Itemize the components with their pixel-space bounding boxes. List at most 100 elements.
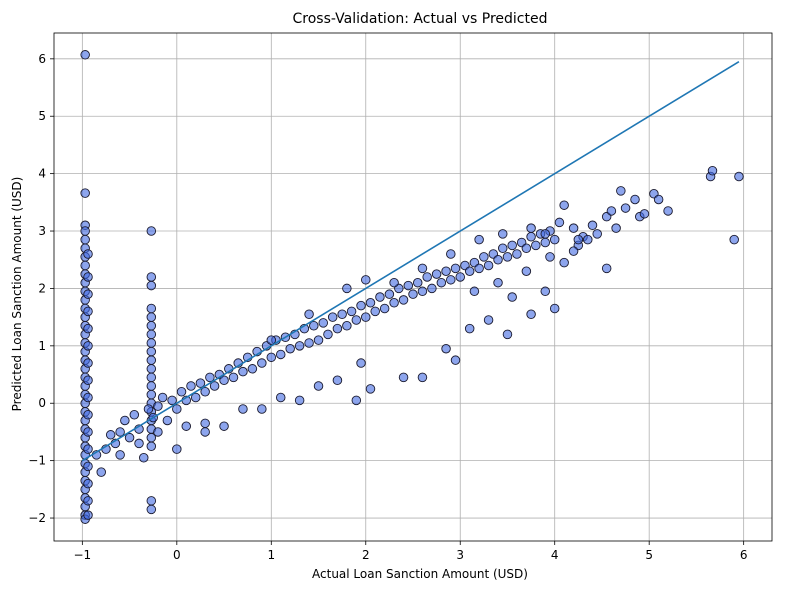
data-point bbox=[83, 461, 93, 472]
data-point bbox=[502, 252, 513, 262]
data-point bbox=[450, 263, 461, 274]
scatter-points bbox=[80, 50, 744, 524]
data-point bbox=[146, 338, 157, 348]
data-point bbox=[526, 309, 536, 320]
data-point bbox=[446, 275, 456, 285]
data-point bbox=[146, 372, 157, 383]
data-point bbox=[493, 254, 503, 265]
data-point bbox=[606, 206, 617, 216]
data-point bbox=[611, 223, 621, 233]
data-point bbox=[200, 418, 210, 429]
data-point bbox=[205, 372, 215, 383]
data-point bbox=[247, 364, 258, 374]
data-point bbox=[181, 421, 192, 431]
data-point bbox=[153, 427, 163, 437]
plot-frame bbox=[53, 32, 773, 542]
y-tick-label: 5 bbox=[38, 109, 46, 123]
data-point bbox=[498, 229, 508, 239]
data-point bbox=[172, 404, 182, 414]
data-point bbox=[200, 427, 210, 437]
data-point bbox=[464, 323, 475, 334]
data-point bbox=[332, 375, 343, 386]
data-point bbox=[195, 378, 206, 388]
data-point bbox=[361, 312, 371, 322]
data-point bbox=[729, 234, 739, 245]
data-point bbox=[313, 335, 324, 345]
data-point bbox=[342, 320, 352, 331]
data-point bbox=[417, 372, 428, 383]
data-point bbox=[219, 421, 229, 431]
data-point bbox=[200, 387, 210, 397]
data-point bbox=[620, 203, 631, 213]
data-point bbox=[521, 243, 532, 254]
data-point bbox=[469, 286, 480, 297]
data-point bbox=[146, 312, 157, 322]
data-point bbox=[540, 286, 551, 297]
data-point bbox=[526, 232, 536, 242]
data-point bbox=[554, 217, 565, 228]
data-point bbox=[446, 249, 456, 259]
data-point bbox=[507, 240, 517, 251]
data-point bbox=[294, 341, 305, 351]
data-point bbox=[120, 415, 130, 426]
data-point bbox=[275, 349, 286, 360]
y-axis-ticks: −2 −1 0 1 2 3 4 5 6 bbox=[28, 52, 54, 525]
data-point bbox=[464, 266, 475, 276]
data-point bbox=[124, 432, 135, 443]
y-tick-label: −2 bbox=[28, 511, 46, 525]
data-point bbox=[327, 312, 338, 322]
x-axis-ticks: −1 0 1 2 3 4 5 6 bbox=[73, 541, 747, 562]
data-point bbox=[479, 252, 489, 262]
data-point bbox=[257, 358, 267, 368]
x-tick-label: 1 bbox=[267, 548, 275, 562]
data-point bbox=[332, 323, 343, 334]
data-point bbox=[512, 249, 522, 259]
data-point bbox=[616, 186, 626, 196]
data-point bbox=[346, 306, 357, 317]
data-point bbox=[313, 381, 324, 391]
data-point bbox=[172, 444, 182, 454]
data-point bbox=[568, 223, 579, 233]
data-point bbox=[417, 286, 428, 297]
data-point bbox=[309, 320, 319, 331]
x-tick-label: −1 bbox=[73, 548, 91, 562]
data-point bbox=[601, 263, 612, 274]
data-point bbox=[323, 329, 333, 340]
data-point bbox=[351, 315, 362, 325]
data-point bbox=[417, 263, 428, 274]
data-point bbox=[375, 292, 385, 302]
data-point bbox=[545, 252, 555, 262]
data-point bbox=[146, 441, 157, 452]
data-point bbox=[80, 260, 90, 271]
data-point bbox=[559, 257, 569, 268]
data-point bbox=[639, 209, 650, 219]
x-tick-label: 3 bbox=[456, 548, 464, 562]
data-point bbox=[83, 392, 93, 403]
data-point bbox=[83, 306, 93, 317]
data-point bbox=[507, 292, 517, 302]
data-point bbox=[115, 427, 125, 437]
data-point bbox=[176, 387, 187, 397]
data-point bbox=[455, 272, 465, 282]
data-point bbox=[379, 303, 390, 314]
data-point bbox=[83, 341, 93, 351]
data-point bbox=[80, 188, 90, 198]
data-point bbox=[138, 453, 149, 463]
data-point bbox=[389, 298, 399, 308]
data-point bbox=[105, 430, 116, 440]
data-point bbox=[157, 392, 168, 403]
data-point bbox=[361, 275, 371, 285]
data-point bbox=[304, 338, 314, 348]
data-point bbox=[162, 415, 173, 426]
y-tick-label: 2 bbox=[38, 281, 46, 295]
data-point bbox=[146, 320, 157, 331]
data-point bbox=[83, 272, 93, 282]
data-point bbox=[408, 289, 418, 299]
data-point bbox=[83, 323, 93, 334]
data-point bbox=[83, 510, 93, 520]
y-tick-label: −1 bbox=[28, 454, 46, 468]
data-point bbox=[238, 366, 248, 377]
data-point bbox=[153, 401, 163, 411]
data-point bbox=[427, 283, 437, 294]
y-tick-label: 6 bbox=[38, 52, 46, 66]
